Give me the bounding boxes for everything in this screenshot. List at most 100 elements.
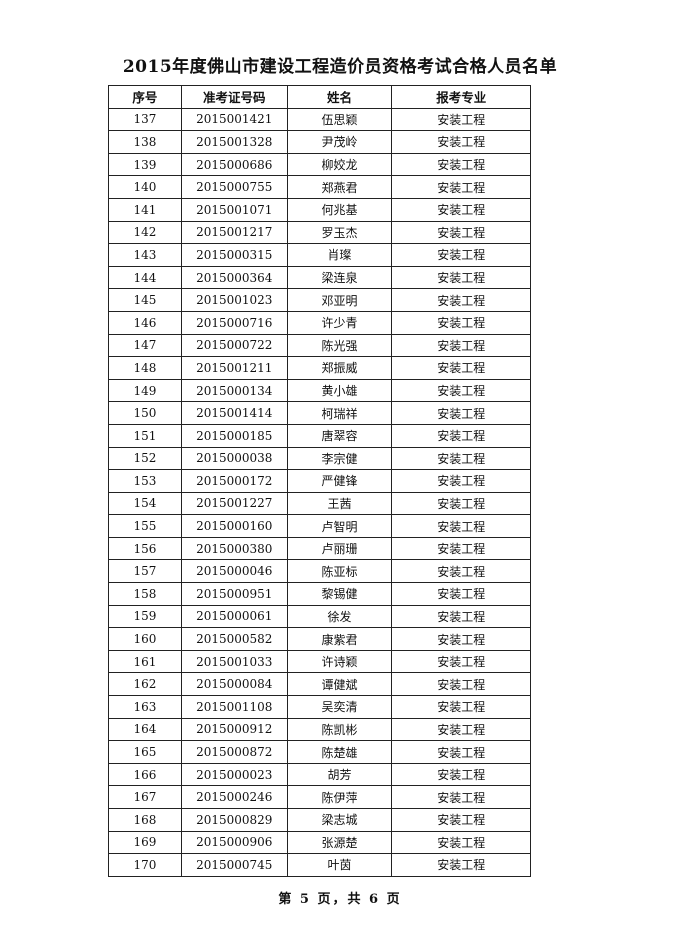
cell-name: 伍思颖 bbox=[286, 107, 393, 132]
cell-serial: 138 bbox=[108, 130, 182, 154]
table-header-row: 序号 准考证号码 姓名 报考专业 bbox=[108, 85, 531, 109]
cell-serial: 142 bbox=[108, 220, 182, 245]
cell-exam-id: 2015000246 bbox=[180, 785, 288, 809]
table-row: 143 2015000315 肖璨 安装工程 bbox=[108, 243, 531, 267]
cell-specialty: 安装工程 bbox=[391, 695, 531, 719]
cell-exam-id: 2015000906 bbox=[180, 830, 288, 855]
cell-name: 唐翠容 bbox=[286, 423, 393, 448]
cell-exam-id: 2015000951 bbox=[180, 582, 288, 606]
cell-exam-id: 2015000084 bbox=[180, 672, 288, 697]
cell-specialty: 安装工程 bbox=[391, 853, 531, 877]
table-row: 161 2015001033 许诗颖 安装工程 bbox=[108, 649, 531, 674]
cell-serial: 152 bbox=[108, 446, 182, 471]
cell-name: 胡芳 bbox=[286, 762, 393, 787]
table-row: 142 2015001217 罗玉杰 安装工程 bbox=[108, 220, 531, 245]
cell-serial: 145 bbox=[108, 288, 182, 312]
cell-name: 李宗健 bbox=[286, 446, 393, 471]
cell-name: 黎锡健 bbox=[286, 582, 393, 606]
cell-exam-id: 2015000315 bbox=[180, 243, 288, 267]
cell-name: 许少青 bbox=[286, 310, 393, 335]
cell-serial: 161 bbox=[108, 649, 182, 674]
table-row: 150 2015001414 柯瑞祥 安装工程 bbox=[108, 401, 531, 425]
cell-specialty: 安装工程 bbox=[391, 672, 531, 697]
cell-serial: 166 bbox=[108, 762, 182, 787]
table-row: 148 2015001211 郑振威 安装工程 bbox=[108, 356, 531, 380]
header-exam-id: 准考证号码 bbox=[180, 85, 288, 109]
cell-name: 卢丽珊 bbox=[286, 536, 393, 561]
cell-exam-id: 2015001328 bbox=[180, 130, 288, 154]
cell-specialty: 安装工程 bbox=[391, 401, 531, 425]
table-row: 167 2015000246 陈伊萍 安装工程 bbox=[108, 785, 531, 809]
cell-exam-id: 2015001071 bbox=[180, 197, 288, 222]
cell-serial: 155 bbox=[108, 514, 182, 538]
cell-specialty: 安装工程 bbox=[391, 762, 531, 787]
cell-serial: 146 bbox=[108, 310, 182, 335]
cell-exam-id: 2015001108 bbox=[180, 695, 288, 719]
cell-name: 郑振威 bbox=[286, 356, 393, 380]
cell-exam-id: 2015000380 bbox=[180, 536, 288, 561]
cell-serial: 163 bbox=[108, 695, 182, 719]
table-row: 160 2015000582 康紫君 安装工程 bbox=[108, 627, 531, 651]
cell-name: 王茜 bbox=[286, 491, 393, 516]
cell-name: 何兆基 bbox=[286, 197, 393, 222]
table-row: 154 2015001227 王茜 安装工程 bbox=[108, 491, 531, 516]
cell-serial: 140 bbox=[108, 175, 182, 199]
cell-name: 梁志城 bbox=[286, 808, 393, 832]
cell-serial: 139 bbox=[108, 152, 182, 177]
cell-exam-id: 2015000722 bbox=[180, 333, 288, 358]
cell-name: 邓亚明 bbox=[286, 288, 393, 312]
cell-name: 柳姣龙 bbox=[286, 152, 393, 177]
cell-specialty: 安装工程 bbox=[391, 378, 531, 403]
cell-specialty: 安装工程 bbox=[391, 265, 531, 290]
table-row: 166 2015000023 胡芳 安装工程 bbox=[108, 762, 531, 787]
cell-specialty: 安装工程 bbox=[391, 288, 531, 312]
cell-exam-id: 2015000912 bbox=[180, 717, 288, 742]
table-row: 165 2015000872 陈楚雄 安装工程 bbox=[108, 740, 531, 764]
cell-specialty: 安装工程 bbox=[391, 220, 531, 245]
cell-serial: 168 bbox=[108, 808, 182, 832]
cell-name: 肖璨 bbox=[286, 243, 393, 267]
table-row: 164 2015000912 陈凯彬 安装工程 bbox=[108, 717, 531, 742]
cell-exam-id: 2015001217 bbox=[180, 220, 288, 245]
cell-specialty: 安装工程 bbox=[391, 130, 531, 154]
table-row: 149 2015000134 黄小雄 安装工程 bbox=[108, 378, 531, 403]
table-row: 147 2015000722 陈光强 安装工程 bbox=[108, 333, 531, 358]
cell-serial: 153 bbox=[108, 469, 182, 493]
table-row: 145 2015001023 邓亚明 安装工程 bbox=[108, 288, 531, 312]
cell-name: 陈楚雄 bbox=[286, 740, 393, 764]
cell-exam-id: 2015000046 bbox=[180, 559, 288, 584]
table-row: 155 2015000160 卢智明 安装工程 bbox=[108, 514, 531, 538]
cell-exam-id: 2015001414 bbox=[180, 401, 288, 425]
table-row: 156 2015000380 卢丽珊 安装工程 bbox=[108, 536, 531, 561]
table-row: 157 2015000046 陈亚标 安装工程 bbox=[108, 559, 531, 584]
table-row: 138 2015001328 尹茂岭 安装工程 bbox=[108, 130, 531, 154]
cell-specialty: 安装工程 bbox=[391, 627, 531, 651]
table-row: 151 2015000185 唐翠容 安装工程 bbox=[108, 423, 531, 448]
cell-exam-id: 2015000872 bbox=[180, 740, 288, 764]
cell-specialty: 安装工程 bbox=[391, 446, 531, 471]
cell-name: 陈亚标 bbox=[286, 559, 393, 584]
cell-specialty: 安装工程 bbox=[391, 604, 531, 629]
table-row: 153 2015000172 严健锋 安装工程 bbox=[108, 469, 531, 493]
cell-specialty: 安装工程 bbox=[391, 310, 531, 335]
cell-specialty: 安装工程 bbox=[391, 175, 531, 199]
cell-serial: 164 bbox=[108, 717, 182, 742]
cell-serial: 167 bbox=[108, 785, 182, 809]
cell-name: 严健锋 bbox=[286, 469, 393, 493]
cell-name: 张源楚 bbox=[286, 830, 393, 855]
table-row: 140 2015000755 郑燕君 安装工程 bbox=[108, 175, 531, 199]
cell-exam-id: 2015001211 bbox=[180, 356, 288, 380]
cell-name: 尹茂岭 bbox=[286, 130, 393, 154]
cell-exam-id: 2015000038 bbox=[180, 446, 288, 471]
cell-name: 陈光强 bbox=[286, 333, 393, 358]
table-row: 141 2015001071 何兆基 安装工程 bbox=[108, 197, 531, 222]
cell-serial: 158 bbox=[108, 582, 182, 606]
cell-exam-id: 2015000061 bbox=[180, 604, 288, 629]
cell-exam-id: 2015000716 bbox=[180, 310, 288, 335]
cell-exam-id: 2015000745 bbox=[180, 853, 288, 877]
cell-exam-id: 2015000582 bbox=[180, 627, 288, 651]
cell-exam-id: 2015000160 bbox=[180, 514, 288, 538]
cell-name: 许诗颖 bbox=[286, 649, 393, 674]
cell-serial: 150 bbox=[108, 401, 182, 425]
cell-serial: 144 bbox=[108, 265, 182, 290]
